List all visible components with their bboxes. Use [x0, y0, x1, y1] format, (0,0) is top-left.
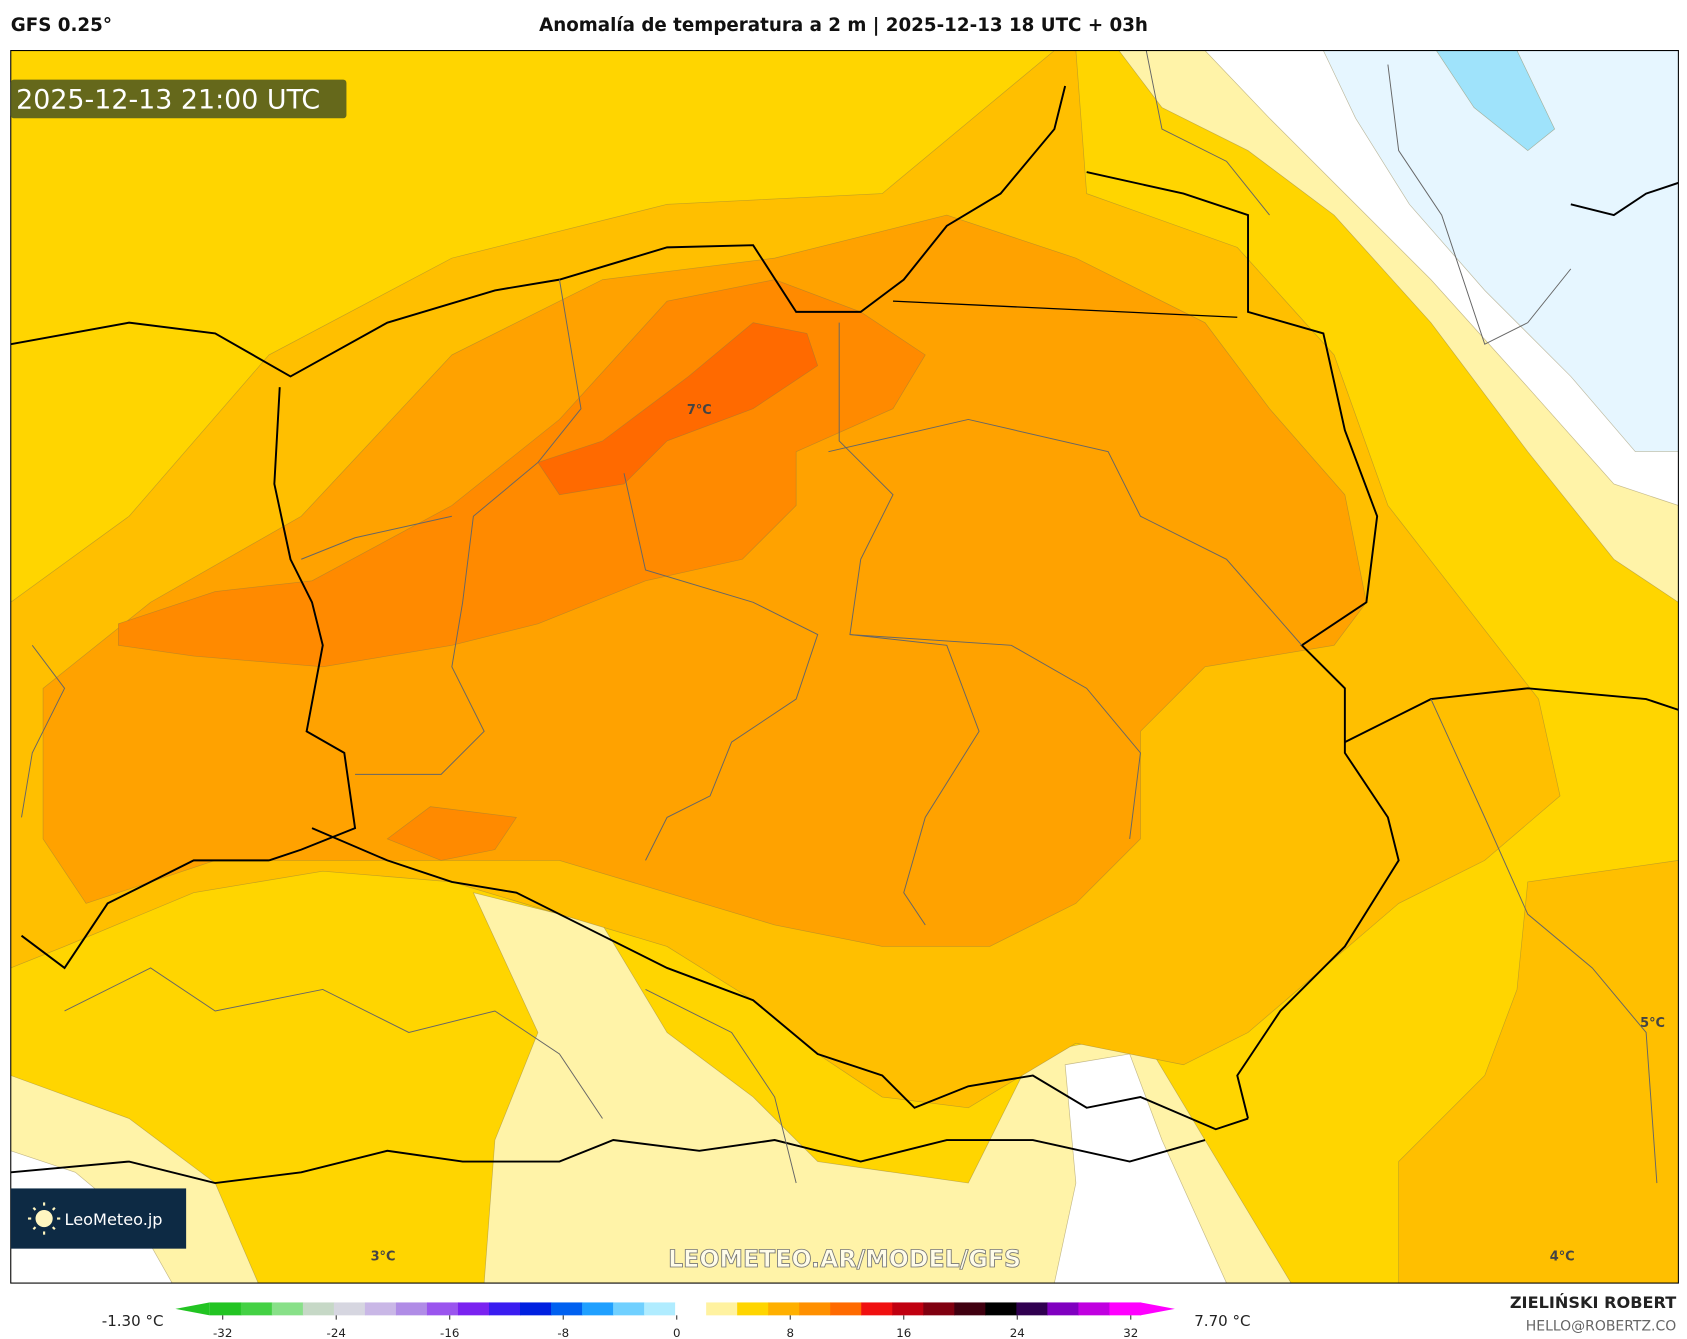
- colorbar-tick-label: 16: [896, 1326, 911, 1339]
- colorbar-swatch: [613, 1302, 645, 1316]
- contour-label: 5°C: [1640, 1016, 1665, 1031]
- colorbar-swatch: [426, 1302, 459, 1316]
- colorbar-swatch: [923, 1302, 955, 1316]
- colorbar-swatch: [1047, 1302, 1079, 1316]
- colorbar-swatch: [333, 1302, 366, 1316]
- colorbar-tick-label: 32: [1123, 1326, 1138, 1339]
- author: ZIELIŃSKI ROBERT: [1510, 1293, 1676, 1312]
- contour-orange: [42, 214, 1367, 947]
- colorbar-min-arrow: [175, 1302, 210, 1316]
- colorbar-swatch: [1109, 1302, 1141, 1316]
- colorbar-swatch: [240, 1302, 273, 1316]
- contour-red-orange: [537, 322, 819, 496]
- colorbar-swatch: [582, 1302, 614, 1316]
- colorbar-tick-label: -16: [440, 1326, 459, 1339]
- colorbar-swatch: [675, 1302, 707, 1316]
- colorbar-swatch: [830, 1302, 862, 1316]
- sun-icon: [35, 1209, 53, 1228]
- colorbar-swatch: [706, 1302, 738, 1316]
- colorbar-swatch: [209, 1302, 242, 1316]
- email-link[interactable]: HELLO@ROBERTZ.CO: [1526, 1318, 1676, 1334]
- country-borders: [10, 85, 1679, 1185]
- colorbar-tick-label: 8: [786, 1326, 794, 1339]
- contour-label: 7°C: [687, 403, 712, 418]
- colorbar-swatch: [395, 1302, 428, 1316]
- contour-label: 3°C: [371, 1249, 396, 1264]
- colorbar-tick-label: -32: [213, 1326, 232, 1339]
- colorbar-swatch: [488, 1302, 521, 1316]
- colorbar-min-label: -1.30 °C: [102, 1312, 164, 1330]
- map-area[interactable]: 2025-12-13 21:00 UTC 7°C 5°C 3°C 4°C LEO…: [10, 22, 1679, 1284]
- map-frame: [10, 50, 1679, 1284]
- region-borders: [21, 50, 1658, 1184]
- model-label: GFS 0.25°: [11, 15, 112, 36]
- colorbar-swatch: [737, 1302, 769, 1316]
- colorbar-swatch: [644, 1302, 676, 1316]
- valid-time: 2025-12-13 21:00 UTC: [16, 85, 320, 116]
- contour-light-orange-se: [1398, 860, 1679, 1284]
- colorbar-tick-label: -8: [557, 1326, 569, 1339]
- colorbar: -1.30 °C -32 -24 -16 -8 0 8 16 24 32 7.70 °C: [102, 1302, 1251, 1339]
- colorbar-max-arrow: [1140, 1302, 1175, 1316]
- colorbar-swatch: [985, 1302, 1017, 1316]
- colorbar-max-label: 7.70 °C: [1194, 1312, 1250, 1330]
- colorbar-swatch: [551, 1302, 583, 1316]
- colorbar-swatch: [271, 1302, 304, 1316]
- kaliningrad-border: [892, 300, 1238, 318]
- valid-time-badge: [10, 79, 347, 119]
- colorbar-swatch: [364, 1302, 397, 1316]
- contour-lightblue-ne: [1322, 50, 1679, 453]
- colorbar-swatch: [1016, 1302, 1048, 1316]
- colorbar-tick-label: 24: [1010, 1326, 1025, 1339]
- colorbar-swatch: [799, 1302, 831, 1316]
- watermark: LEOMETEO.AR/MODEL/GFS: [668, 1245, 1021, 1273]
- colorbar-tick-label: -24: [327, 1326, 346, 1339]
- colorbar-swatch: [457, 1302, 490, 1316]
- colorbar-swatch: [302, 1302, 335, 1316]
- colorbar-swatch: [768, 1302, 800, 1316]
- colorbar-swatch: [954, 1302, 986, 1316]
- contour-label: 4°C: [1550, 1249, 1575, 1264]
- colorbar-swatch: [861, 1302, 893, 1316]
- colorbar-swatch: [892, 1302, 924, 1316]
- colorbar-swatch: [1078, 1302, 1110, 1316]
- colorbar-tick-label: 0: [673, 1326, 681, 1339]
- colorbar-swatch: [520, 1302, 552, 1316]
- contour-cyan-ne: [1435, 50, 1556, 151]
- leometeo-logo: LeoMeteo.jp: [10, 1188, 187, 1249]
- chart-title: Anomalía de temperatura a 2 m | 2025-12-…: [539, 15, 1148, 36]
- contour-dark-orange-s: [386, 806, 517, 861]
- logo-text: LeoMeteo.jp: [65, 1210, 163, 1229]
